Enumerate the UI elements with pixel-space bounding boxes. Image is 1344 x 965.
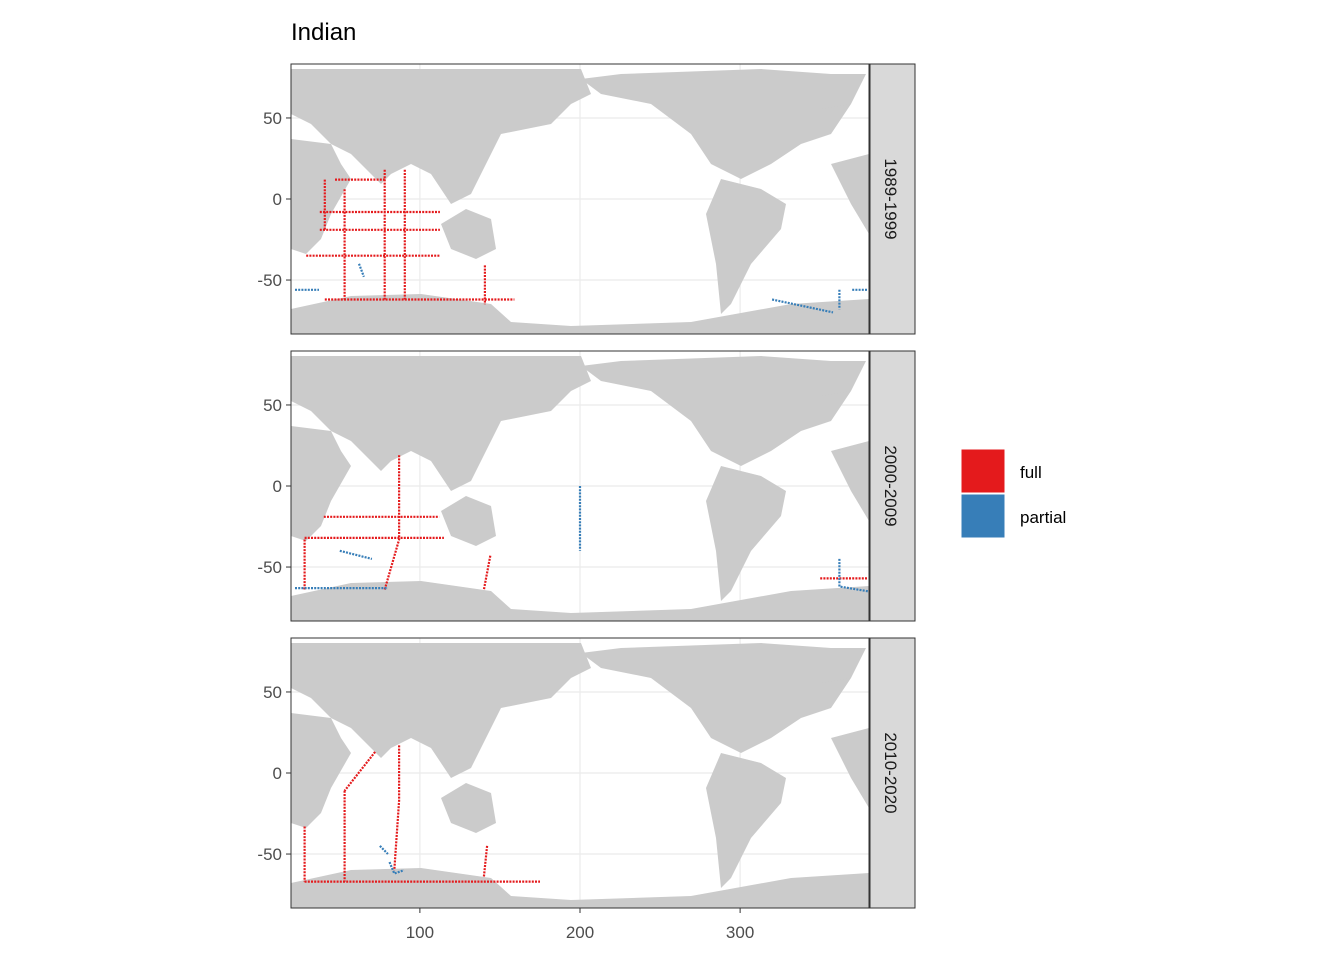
track [295, 263, 869, 314]
track [379, 845, 405, 875]
y-tick-label: -50 [257, 845, 282, 864]
facet-strip [869, 350, 916, 622]
y-tick-label: 0 [273, 764, 282, 783]
legend-label: full [1020, 463, 1042, 482]
y-tick-label: 0 [273, 477, 282, 496]
facet-panel: 1989-1999 -50 0 50 [257, 63, 916, 335]
x-tick-label: 100 [406, 923, 434, 942]
facet-label: 2010-2020 [881, 732, 900, 813]
y-tick-label: 50 [263, 683, 282, 702]
facet-strip [869, 637, 916, 909]
facet-strip [869, 63, 916, 335]
chart-title: Indian [291, 19, 356, 46]
y-tick-label: -50 [257, 271, 282, 290]
legend-label: partial [1020, 508, 1066, 527]
facet-label: 1989-1999 [881, 158, 900, 239]
track [306, 169, 515, 305]
track [303, 745, 540, 883]
y-tick-label: -50 [257, 558, 282, 577]
y-tick-label: 50 [263, 396, 282, 415]
legend-key [960, 493, 1006, 539]
legend-key [960, 448, 1006, 494]
facet-panel: 2000-2009 -50 0 50 [257, 350, 916, 622]
track [295, 486, 869, 593]
y-tick-label: 0 [273, 190, 282, 209]
y-tick-label: 50 [263, 109, 282, 128]
facet-panel: 2010-2020 -50 0 50 [257, 637, 916, 909]
facet-label: 2000-2009 [881, 445, 900, 526]
x-tick-label: 300 [726, 923, 754, 942]
track [303, 455, 869, 591]
x-tick-label: 200 [566, 923, 594, 942]
